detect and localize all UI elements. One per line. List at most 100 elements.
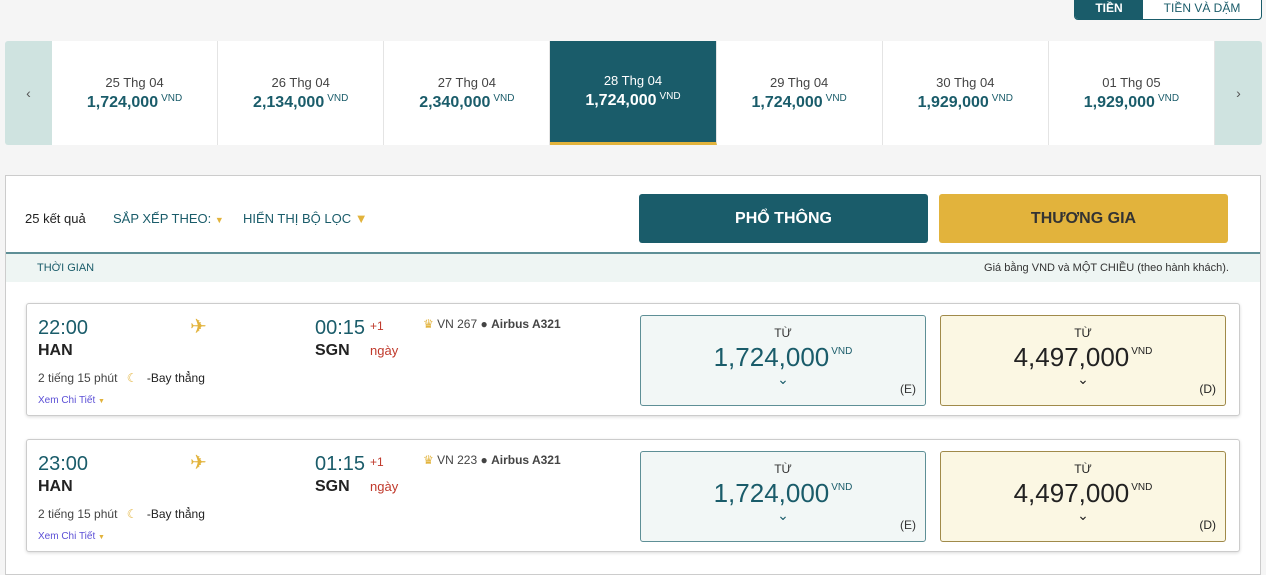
plane-icon: ✈ <box>190 452 207 474</box>
price-value: 1,929,000 <box>1083 93 1155 111</box>
night-flight-icon: ☾ <box>126 507 138 521</box>
date-label: 28 Thg 04 <box>603 73 663 88</box>
date-label: 27 Thg 04 <box>437 74 496 90</box>
date-label: 01 Thg 05 <box>1102 74 1161 90</box>
economy-fare-button[interactable]: TỪ 1,724,000 VND ⌄ (E) <box>640 315 926 406</box>
arrival-time: 00:15 <box>315 317 366 339</box>
business-fare-button[interactable]: TỪ 4,497,000 VND ⌄ (D) <box>940 451 1226 542</box>
next-day-label: ngày <box>370 343 399 358</box>
business-price: 4,497,000 <box>1013 478 1130 508</box>
caret-down-icon: ▼ <box>214 215 224 225</box>
arrival-time: 01:15 <box>315 453 366 475</box>
economy-price: 1,724,000 <box>713 478 830 508</box>
currency-label: VND <box>659 91 681 102</box>
date-option[interactable]: 25 Thg 04 1,724,000 VND <box>52 41 219 145</box>
date-price: 2,134,000 VND <box>253 93 348 112</box>
aircraft: Airbus A321 <box>491 453 561 467</box>
date-option[interactable]: 28 Thg 04 1,724,000 VND <box>550 41 717 145</box>
plane-icon: ✈ <box>190 316 207 338</box>
departure-time: 22:00 <box>38 317 89 339</box>
date-option[interactable]: 26 Thg 04 2,134,000 VND <box>218 41 385 145</box>
next-dates-button[interactable]: › <box>1236 85 1241 101</box>
airline-logo-icon: ♛ <box>423 453 434 467</box>
results-count: 25 kết quả <box>25 211 86 226</box>
currency-label: VND <box>825 92 847 104</box>
chevron-down-icon: ⌄ <box>1077 507 1089 523</box>
currency-label: VND <box>991 92 1013 104</box>
details-link[interactable]: Xem Chi Tiết ▼ <box>38 395 105 406</box>
night-flight-icon: ☾ <box>126 371 138 385</box>
aircraft: Airbus A321 <box>491 317 561 331</box>
fare-class: (E) <box>900 518 916 532</box>
chevron-down-icon: ⌄ <box>1077 371 1089 387</box>
date-price: 1,724,000 VND <box>751 93 846 112</box>
caret-down-icon: ▼ <box>98 534 105 541</box>
filter-icon: ▼ <box>354 211 368 226</box>
stops: -Bay thẳng <box>146 507 205 521</box>
arrival-airport: SGN <box>315 342 350 359</box>
price-value: 1,724,000 <box>751 93 823 111</box>
date-option[interactable]: 01 Thg 05 1,929,000 VND <box>1049 41 1215 145</box>
filter-button[interactable]: HIỂN THỊ BỘ LỌC ▼ <box>243 211 368 226</box>
currency-label: VND <box>831 482 853 493</box>
filter-label: HIỂN THỊ BỘ LỌC <box>243 211 352 226</box>
date-price: 1,724,000 VND <box>87 93 182 112</box>
toggle-money[interactable]: TIỀN <box>1075 0 1143 19</box>
flight-number: VN 267 <box>437 317 478 331</box>
from-label: TỪ <box>774 326 792 340</box>
duration: 2 tiếng 15 phút <box>38 371 118 385</box>
flight-card: 23:00 HAN ✈ 01:15 +1 SGN ngày ♛ VN 223 ●… <box>26 439 1240 552</box>
date-option[interactable]: 29 Thg 04 1,724,000 VND <box>717 41 883 145</box>
fare-class: (D) <box>1199 382 1216 396</box>
departure-time: 23:00 <box>38 453 89 475</box>
airline-logo-icon: ♛ <box>423 317 434 331</box>
next-day-label: ngày <box>370 479 399 494</box>
date-label: 30 Thg 04 <box>936 74 995 90</box>
next-day-offset: +1 <box>370 319 384 333</box>
currency-toggle: TIỀN TIỀN VÀ DẶM <box>1074 0 1262 20</box>
business-fare-button[interactable]: TỪ 4,497,000 VND ⌄ (D) <box>940 315 1226 406</box>
sort-label: SẮP XẾP THEO: <box>113 211 212 226</box>
date-label: 29 Thg 04 <box>769 74 829 90</box>
details-label: Xem Chi Tiết <box>38 395 96 406</box>
from-label: TỪ <box>1074 462 1092 476</box>
economy-tab[interactable]: PHỔ THÔNG <box>639 194 928 243</box>
economy-fare-button[interactable]: TỪ 1,724,000 VND ⌄ (E) <box>640 451 926 542</box>
toggle-money-miles[interactable]: TIỀN VÀ DẶM <box>1163 1 1241 15</box>
date-label: 26 Thg 04 <box>271 74 330 90</box>
currency-label: VND <box>831 346 853 357</box>
from-label: TỪ <box>1074 326 1092 340</box>
currency-label: VND <box>1131 346 1153 357</box>
currency-label: VND <box>1157 92 1180 104</box>
time-column-header[interactable]: THỜI GIAN <box>37 262 95 274</box>
fare-class: (E) <box>900 382 916 396</box>
flight-card: 22:00 HAN ✈ 00:15 +1 SGN ngày ♛ VN 267 ●… <box>26 303 1240 416</box>
business-tab[interactable]: THƯƠNG GIA <box>939 194 1228 243</box>
date-price: 1,929,000 VND <box>1084 93 1179 112</box>
duration: 2 tiếng 15 phút <box>38 507 118 521</box>
price-value: 1,724,000 <box>86 93 159 111</box>
currency-label: VND <box>1131 482 1153 493</box>
prev-dates-button[interactable]: ‹ <box>26 85 31 101</box>
currency-label: VND <box>493 92 515 104</box>
from-label: TỪ <box>774 462 792 476</box>
departure-airport: HAN <box>38 342 73 359</box>
next-day-offset: +1 <box>370 455 384 469</box>
departure-airport: HAN <box>38 478 73 495</box>
stops: -Bay thẳng <box>146 371 205 385</box>
currency-label: VND <box>161 92 183 104</box>
flight-number: VN 223 <box>437 453 478 467</box>
date-option[interactable]: 30 Thg 04 1,929,000 VND <box>883 41 1049 145</box>
economy-price: 1,724,000 <box>713 342 830 372</box>
date-price: 1,929,000 VND <box>918 93 1013 112</box>
business-price: 4,497,000 <box>1013 342 1130 372</box>
price-value: 2,340,000 <box>419 93 491 111</box>
date-option[interactable]: 27 Thg 04 2,340,000 VND <box>384 41 551 145</box>
sort-dropdown[interactable]: SẮP XẾP THEO: ▼ <box>113 211 224 226</box>
date-price: 1,724,000 VND <box>585 91 680 110</box>
date-strip: ‹ 25 Thg 04 1,724,000 VND 26 Thg 04 2,134… <box>5 41 1262 145</box>
details-link[interactable]: Xem Chi Tiết ▼ <box>38 531 105 542</box>
price-value: 1,929,000 <box>917 93 989 111</box>
price-value: 1,724,000 <box>585 92 657 109</box>
currency-label: VND <box>327 92 349 104</box>
